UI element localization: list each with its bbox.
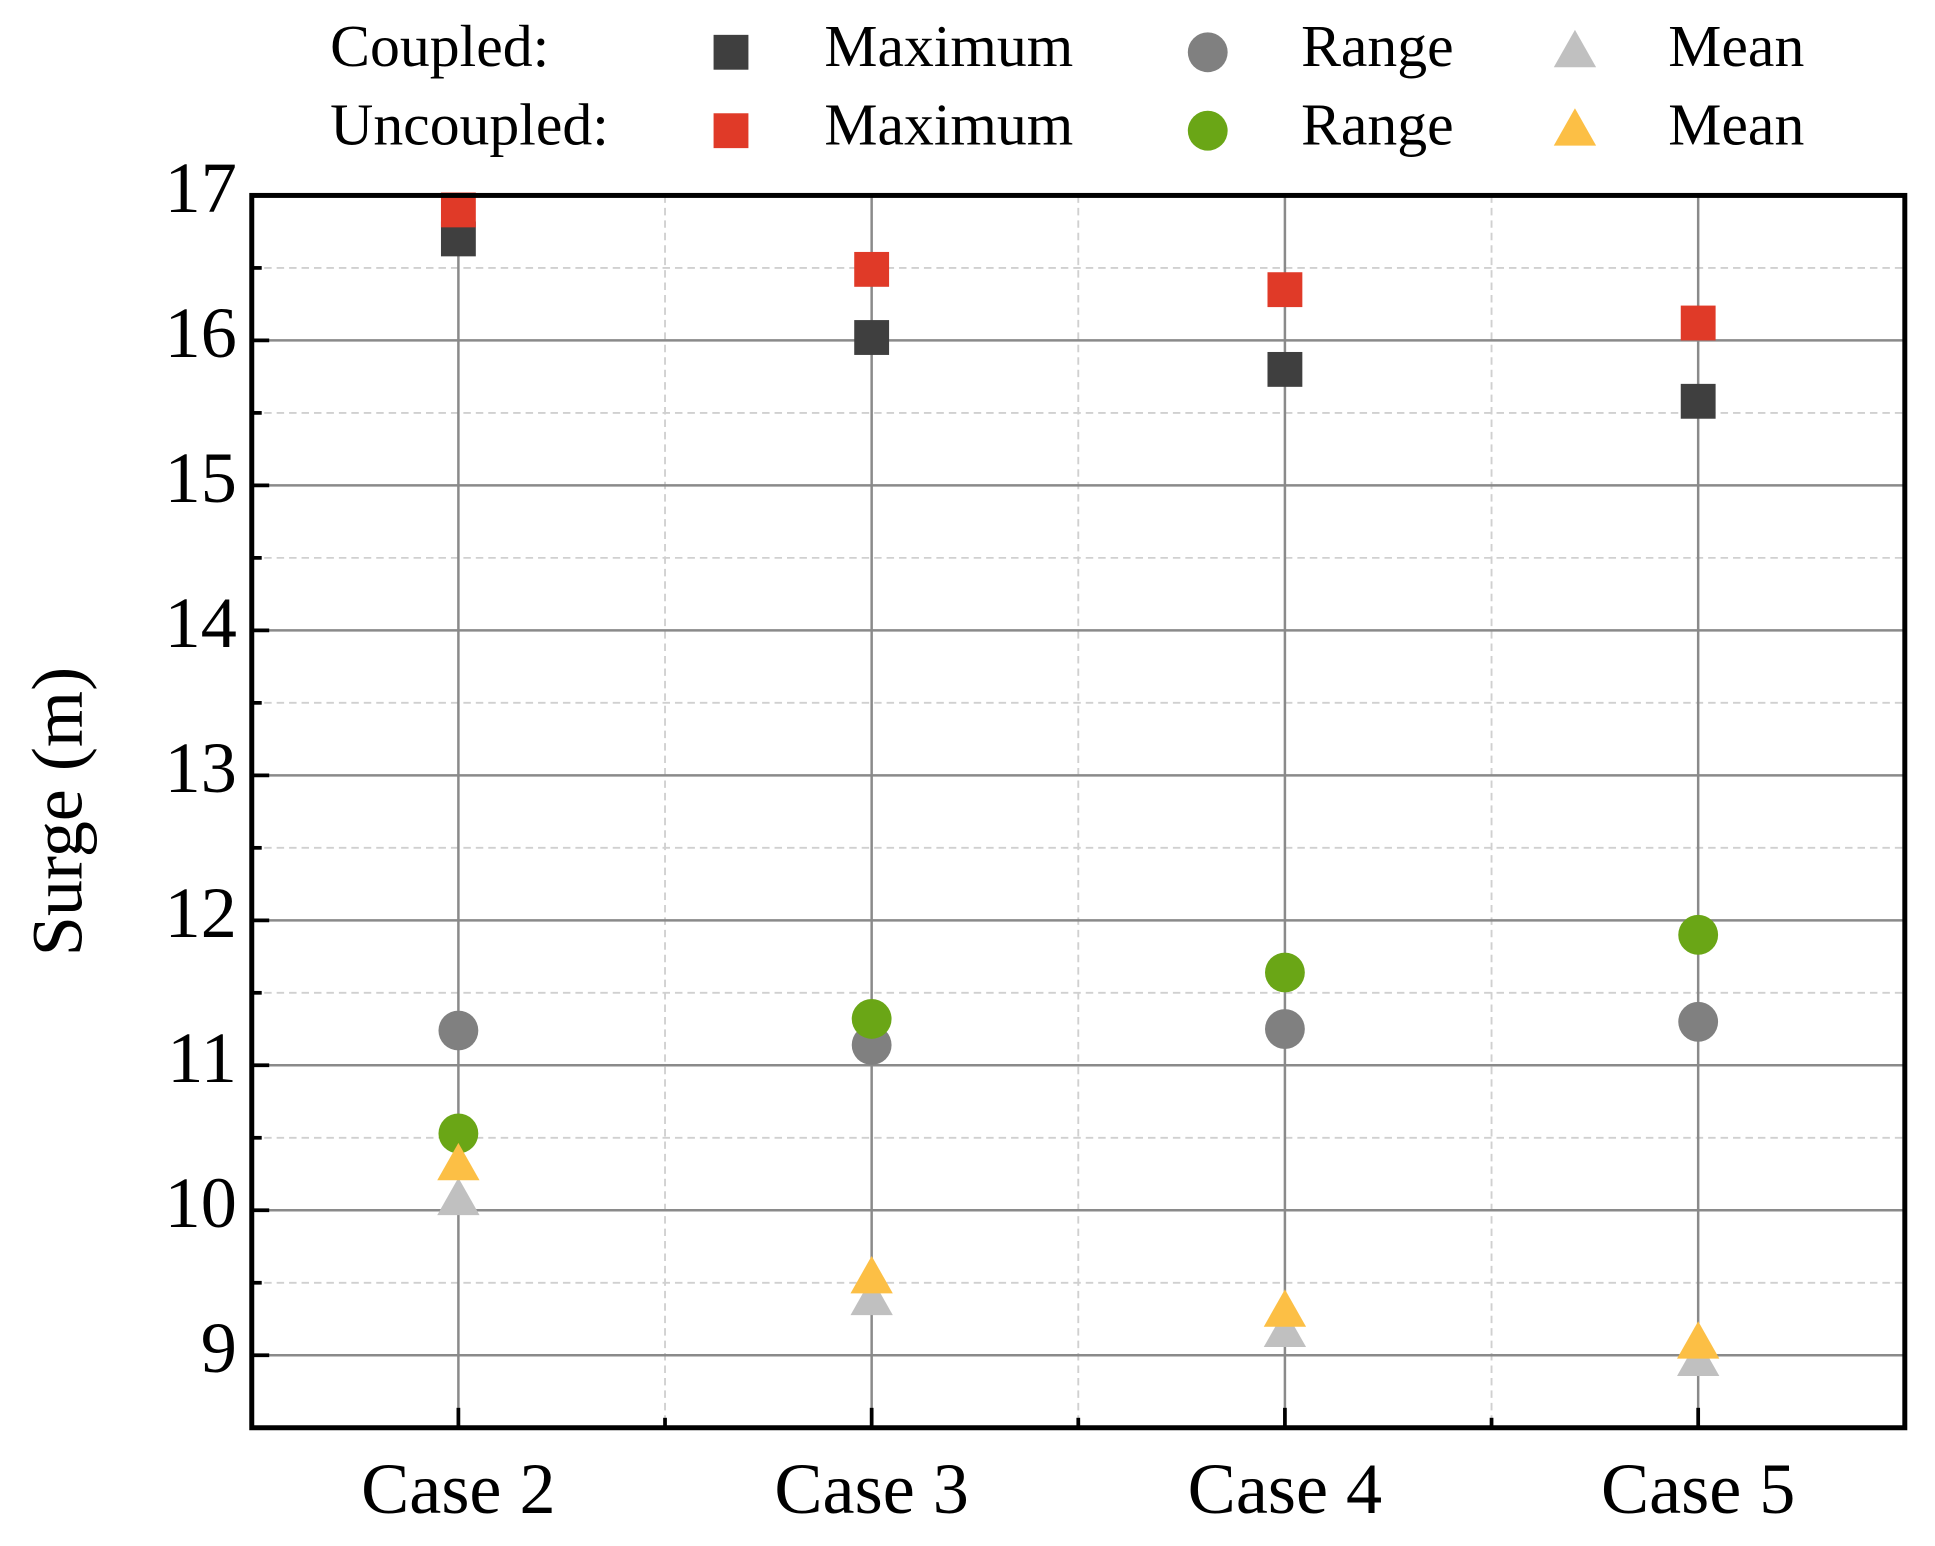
square-point <box>854 251 890 287</box>
legend-label: Range <box>1301 91 1454 157</box>
legend-marker <box>1187 32 1228 73</box>
x-tick-label: Case 4 <box>1188 1449 1382 1529</box>
y-tick-label: 9 <box>201 1308 237 1388</box>
circle-point <box>1264 1009 1305 1049</box>
triangle-point <box>1263 1289 1307 1327</box>
x-tick-label: Case 2 <box>361 1449 555 1529</box>
square-point <box>1680 383 1716 419</box>
circle-point <box>1678 914 1719 955</box>
y-tick-label: 10 <box>165 1163 237 1243</box>
legend-label: Mean <box>1668 13 1804 79</box>
circle-point <box>438 1113 479 1154</box>
triangle-point <box>437 1142 480 1181</box>
circle-point <box>1264 952 1305 993</box>
square-point <box>854 320 890 355</box>
y-tick-label: 13 <box>165 728 237 808</box>
y-tick-label: 12 <box>165 873 237 953</box>
legend-label: Mean <box>1668 91 1804 157</box>
circle-point <box>1678 1001 1719 1042</box>
legend-marker <box>1187 110 1228 151</box>
square-point <box>1267 272 1303 308</box>
x-tick-label: Case 5 <box>1601 1449 1795 1529</box>
triangle-point <box>437 1177 480 1216</box>
circle-point <box>438 1010 479 1051</box>
y-tick-label: 14 <box>165 583 237 663</box>
y-tick-label: 17 <box>165 148 237 228</box>
y-tick-label: 16 <box>165 293 237 373</box>
triangle-point <box>850 1256 893 1294</box>
circle-point <box>851 998 892 1039</box>
legend-marker <box>713 113 749 149</box>
y-tick-label: 15 <box>165 438 237 518</box>
legend-label: Maximum <box>824 13 1073 79</box>
y-tick-label: 11 <box>167 1018 237 1098</box>
triangle-point <box>1263 1309 1307 1347</box>
y-axis-title: Surge (m) <box>18 667 98 956</box>
legend-group-label: Uncoupled: <box>330 91 609 157</box>
x-tick-label: Case 3 <box>774 1449 968 1529</box>
legend-marker <box>713 34 749 70</box>
square-point <box>1680 305 1716 341</box>
square-point <box>1267 351 1303 387</box>
triangle-point <box>850 1277 893 1316</box>
legend-marker <box>1553 108 1597 146</box>
legend-label: Maximum <box>824 91 1073 157</box>
triangle-point <box>1677 1321 1720 1359</box>
square-point <box>440 192 476 228</box>
legend-group-label: Coupled: <box>330 13 549 79</box>
plot-frame <box>249 192 1908 1431</box>
legend-label: Range <box>1301 13 1454 79</box>
legend-marker <box>1553 29 1597 68</box>
